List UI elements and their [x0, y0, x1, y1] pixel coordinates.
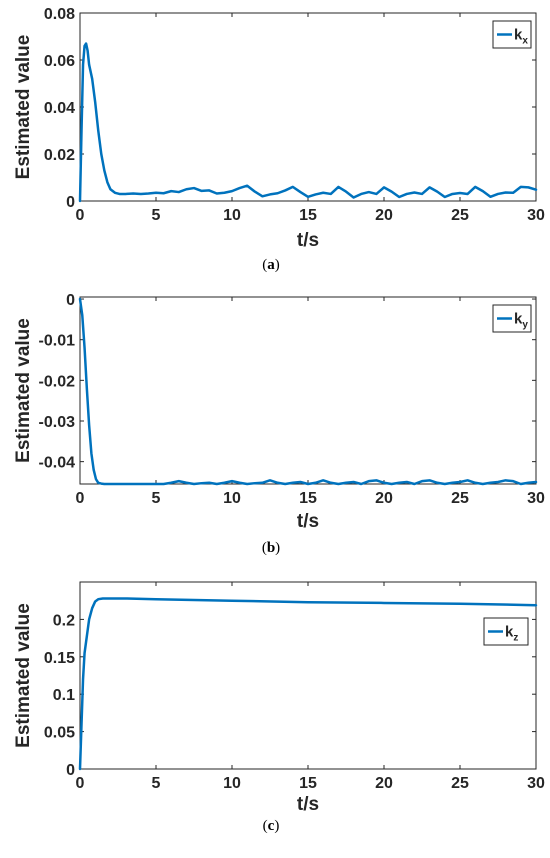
x-tick-label: 5: [152, 490, 161, 507]
y-tick-label: 0: [66, 292, 75, 309]
x-tick-label: 25: [451, 207, 469, 224]
y-axis-label: Estimated value: [13, 318, 34, 463]
x-tick-label: 30: [527, 775, 545, 792]
x-axis-label: t/s: [297, 230, 319, 251]
y-tick-label: 0.1: [53, 687, 75, 704]
series-line: [78, 597, 538, 771]
panel-caption: (a): [262, 257, 280, 273]
caption-letter: b: [267, 540, 275, 556]
panel-caption: (b): [262, 540, 280, 556]
legend-label-subscript: y: [522, 320, 528, 331]
y-tick-label: -0.02: [39, 373, 76, 390]
x-tick-label: 15: [299, 490, 317, 507]
legend-label-subscript: z: [513, 633, 518, 644]
caption-letter: a: [267, 257, 275, 273]
x-tick-label: 20: [375, 207, 393, 224]
x-tick-label: 30: [527, 490, 545, 507]
x-tick-label: 10: [223, 775, 241, 792]
caption-close-paren: ): [275, 540, 280, 556]
x-tick-label: 25: [451, 490, 469, 507]
x-tick-label: 20: [375, 775, 393, 792]
y-tick-label: 0.05: [44, 725, 75, 742]
y-tick-label: -0.04: [39, 455, 76, 472]
plot-area-frame: [79, 581, 537, 770]
x-tick-label: 20: [375, 490, 393, 507]
chart-panel-c: 0 5 10 15 20 25 30 0 0.05 0.1 0.15 0.2 t/s Estimated …: [13, 581, 545, 815]
caption-close-paren: ): [274, 818, 279, 834]
x-tick-label: 10: [223, 490, 241, 507]
y-tick-label: 0.2: [53, 612, 75, 629]
series-line: [78, 297, 538, 486]
x-axis-label: t/s: [297, 794, 319, 815]
y-tick-label: -0.01: [39, 333, 76, 350]
y-tick-label: -0.03: [39, 414, 76, 431]
legend: kz: [483, 617, 529, 646]
x-tick-label: 0: [76, 207, 85, 224]
caption-letter: c: [268, 818, 275, 834]
y-axis-label: Estimated value: [13, 603, 34, 748]
y-axis-label: Estimated value: [13, 35, 34, 180]
y-tick-label: 0: [66, 762, 75, 779]
series-line: [78, 42, 538, 203]
x-tick-label: 0: [76, 775, 85, 792]
y-tick-label: 0: [66, 194, 75, 211]
x-tick-label: 25: [451, 775, 469, 792]
y-tick-label: 0.02: [44, 147, 75, 164]
y-tick-label: 0.06: [44, 53, 75, 70]
legend-label-subscript: x: [522, 36, 528, 47]
x-tick-label: 15: [299, 207, 317, 224]
chart-panel-a: 0 5 10 15 20 25 30 0 0.02 0.04 0.06 0.08 t/s Estimate…: [13, 6, 545, 251]
legend: kx: [492, 20, 532, 49]
y-tick-label: 0.04: [44, 100, 75, 117]
x-tick-label: 5: [152, 207, 161, 224]
y-tick-label: 0.08: [44, 6, 75, 23]
x-axis-label: t/s: [297, 511, 319, 532]
caption-open-paren: (: [263, 818, 268, 834]
legend: ky: [492, 304, 532, 333]
x-tick-label: 0: [76, 490, 85, 507]
plot-area-frame: [79, 296, 537, 485]
x-tick-label: 10: [223, 207, 241, 224]
caption-open-paren: (: [262, 540, 267, 556]
chart-panel-b: 0 5 10 15 20 25 30 0 -0.01 -0.02 -0.03 -0.04 t/s Esti…: [13, 292, 545, 532]
caption-open-paren: (: [262, 257, 267, 273]
x-tick-label: 15: [299, 775, 317, 792]
x-tick-label: 5: [152, 775, 161, 792]
plot-area-frame: [79, 12, 537, 202]
x-tick-label: 30: [527, 207, 545, 224]
caption-close-paren: ): [275, 257, 280, 273]
panel-caption: (c): [263, 818, 280, 834]
y-tick-label: 0.15: [44, 650, 75, 667]
